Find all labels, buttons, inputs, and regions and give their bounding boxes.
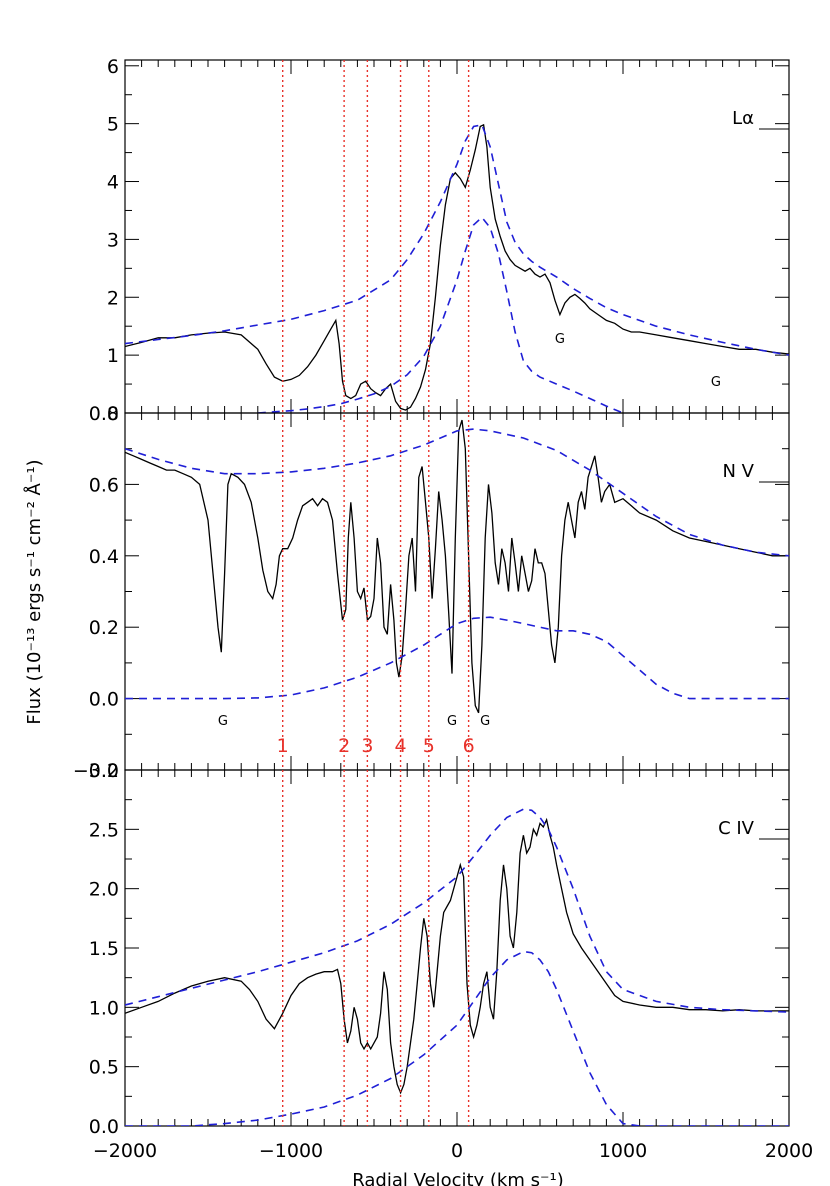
panel-label: C IV [718,818,755,839]
component-label: 4 [395,735,407,757]
series-model-lower [257,216,624,413]
panel-label: Lα [732,108,754,129]
galactic-mark: G [555,332,565,347]
y-tick-label: 0.5 [89,1057,119,1079]
galactic-mark: G [218,714,228,729]
component-label: 3 [361,735,373,757]
panel-frame [124,769,790,1127]
y-tick-label: 2.0 [89,879,119,901]
y-tick-label: 0.0 [89,1116,119,1138]
panel-frame [124,59,790,414]
y-tick-label: 4 [107,172,119,194]
y-tick-label: 1 [107,345,119,367]
y-tick-label: 3 [107,229,119,251]
series-model-upper [125,123,789,356]
series-observed [125,419,789,714]
component-label: 1 [277,735,289,757]
component-lines [282,60,470,1126]
component-label: 2 [338,735,350,757]
y-tick-label: 0 [107,403,119,425]
x-tick-label: 2000 [765,1140,813,1162]
y-tick-label: −0.2 [73,760,119,782]
y-tick-label: 1.0 [89,997,119,1019]
panel-3: 0.0 0.5 1.0 1.5 2.0 2.5 3.0 C IV [89,760,790,1138]
x-tick-label: 0 [451,1140,463,1162]
y-tick-label: 0.0 [89,689,119,711]
y-axis-title: Flux (10⁻¹³ ergs s⁻¹ cm⁻² Å⁻¹) [23,459,45,724]
series-observed [125,123,789,411]
component-label: 5 [423,735,435,757]
series-model-lower [125,616,789,700]
y-tick-label: 0.2 [89,617,119,639]
galactic-mark: G [711,375,721,390]
panel-2: −0.2 0.0 0.2 0.4 0.6 0.8 N V G G G [73,403,790,782]
y-tick-label: 2.5 [89,819,119,841]
y-tick-label: 0.6 [89,474,119,496]
x-tick-label: −2000 [93,1140,157,1162]
component-label: 6 [463,735,475,757]
y-tick-label: 0.4 [89,546,119,568]
series-model-upper [125,808,789,1013]
series-model-upper [125,428,789,557]
series-observed [125,817,789,1095]
y-tick-label: 3.0 [89,760,119,782]
y-tick-label: 6 [107,56,119,78]
y-tick-label: 2 [107,287,119,309]
panel-1: 0 1 2 3 4 5 6 Lα G G [107,56,790,425]
y-tick-label: 5 [107,114,119,136]
x-tick-label: 1000 [599,1140,647,1162]
galactic-mark: G [480,714,490,729]
galactic-mark: G [447,714,457,729]
series-model-lower [125,950,789,1126]
x-axis-title: Radial Velocity (km s⁻¹) [352,1170,563,1186]
y-tick-label: 1.5 [89,938,119,960]
x-tick-label: −1000 [259,1140,323,1162]
panel-label: N V [723,461,755,482]
y-tick-label: 0.8 [89,403,119,425]
